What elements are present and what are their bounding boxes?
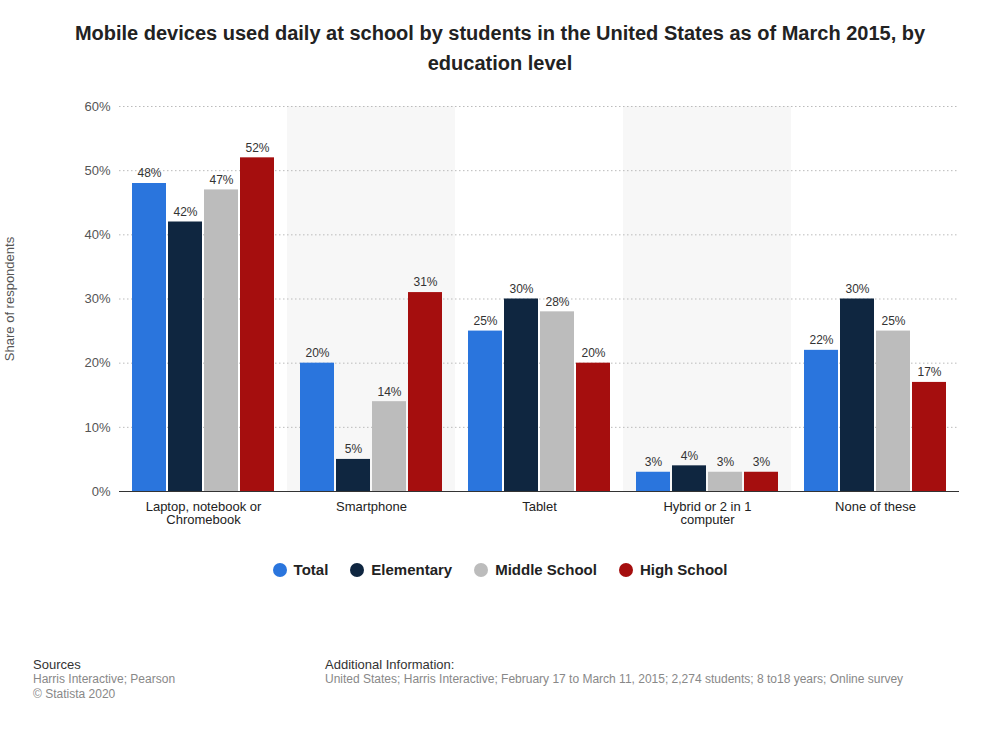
svg-text:20%: 20% <box>84 355 110 370</box>
svg-text:22%: 22% <box>809 333 833 347</box>
html-text:Sources: Sources <box>33 657 81 672</box>
svg-text:30%: 30% <box>845 282 869 296</box>
html-text:Elementary: Elementary <box>371 561 453 578</box>
html-text:© Statista 2020: © Statista 2020 <box>33 687 116 701</box>
svg-text:25%: 25% <box>881 314 905 328</box>
svg-text:14%: 14% <box>377 385 401 399</box>
svg-text:30%: 30% <box>84 291 110 306</box>
svg-text:3%: 3% <box>753 455 771 469</box>
svg-text:17%: 17% <box>917 365 941 379</box>
svg-text:50%: 50% <box>84 163 110 178</box>
svg-text:3%: 3% <box>717 455 735 469</box>
svg-text:47%: 47% <box>209 173 233 187</box>
svg-text:60%: 60% <box>84 99 110 114</box>
svg-text:25%: 25% <box>473 314 497 328</box>
html-text:Harris Interactive; Pearson: Harris Interactive; Pearson <box>33 672 176 686</box>
svg-text:10%: 10% <box>84 419 110 434</box>
html-text:High School: High School <box>639 561 728 578</box>
html-text:United States; Harris Interact: United States; Harris Interactive; Febru… <box>325 672 904 686</box>
svg-text:52%: 52% <box>245 141 269 155</box>
svg-text:4%: 4% <box>681 449 699 463</box>
svg-text:Hybrid or 2 in 1computer: Hybrid or 2 in 1computer <box>663 499 751 527</box>
svg-text:30%: 30% <box>509 282 533 296</box>
svg-text:48%: 48% <box>137 166 161 180</box>
svg-text:5%: 5% <box>345 442 363 456</box>
svg-text:Smartphone: Smartphone <box>336 499 407 514</box>
svg-text:20%: 20% <box>581 346 605 360</box>
svg-text:31%: 31% <box>413 275 437 289</box>
svg-text:Laptop, notebook orChromebook: Laptop, notebook orChromebook <box>146 499 262 527</box>
svg-text:40%: 40% <box>84 227 110 242</box>
svg-text:3%: 3% <box>645 455 663 469</box>
svg-text:Share of respondents: Share of respondents <box>2 236 17 361</box>
svg-text:None of these: None of these <box>835 499 916 514</box>
svg-text:28%: 28% <box>545 295 569 309</box>
svg-text:42%: 42% <box>173 205 197 219</box>
svg-text:20%: 20% <box>305 346 329 360</box>
html-text:Additional Information:: Additional Information: <box>325 657 455 672</box>
svg-text:0%: 0% <box>92 484 111 499</box>
html-text:Middle School: Middle School <box>495 561 597 578</box>
html-text:Mobile devices used daily at s: Mobile devices used daily at school by s… <box>74 22 926 74</box>
svg-text:Tablet: Tablet <box>522 499 557 514</box>
html-text:Total: Total <box>293 561 329 578</box>
